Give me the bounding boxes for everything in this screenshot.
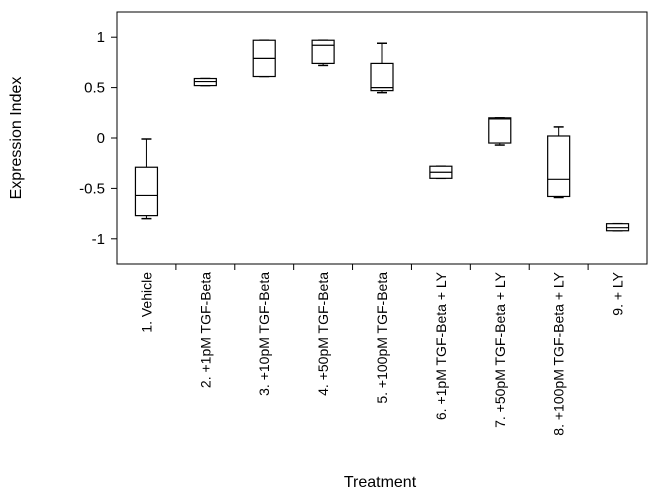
iqr-box — [370, 62, 394, 92]
box-7 — [488, 117, 512, 146]
x-category-label: 4. +50pM TGF-Beta — [315, 272, 331, 396]
x-category-label: 3. +10pM TGF-Beta — [256, 272, 272, 396]
box-2 — [193, 77, 217, 87]
y-axis: 1 0.5 0 -0.5 -1 — [79, 29, 117, 248]
iqr-box — [311, 39, 335, 65]
x-axis-title: Treatment — [344, 474, 417, 491]
x-category-label: 7. +50pM TGF-Beta + LY — [492, 271, 508, 428]
x-category-label: 5. +100pM TGF-Beta — [374, 272, 390, 404]
y-axis-title: Expression Index — [8, 77, 25, 200]
iqr-box — [547, 135, 571, 198]
iqr-box — [134, 166, 159, 217]
y-tick-label: 0 — [97, 130, 105, 147]
boxes-layer — [134, 39, 630, 232]
x-category-label: 2. +1pM TGF-Beta — [197, 272, 213, 388]
x-category-label: 6. +1pM TGF-Beta + LY — [433, 271, 449, 420]
box-5 — [370, 42, 394, 94]
iqr-box — [488, 117, 512, 144]
y-tick-label: 0.5 — [84, 80, 105, 97]
x-category-label: 9. + LY — [610, 271, 626, 315]
y-tick-label: 1 — [97, 29, 105, 46]
x-category-label: 1. Vehicle — [138, 272, 154, 333]
y-tick-label: -1 — [92, 231, 105, 248]
box-9 — [605, 222, 630, 232]
x-axis: 1. Vehicle 2. +1pM TGF-Beta 3. +10pM TGF-B… — [138, 264, 626, 436]
x-category-label: 8. +100pM TGF-Beta + LY — [551, 271, 567, 435]
box-3 — [252, 39, 276, 78]
y-tick-label: -0.5 — [79, 180, 105, 197]
box-6 — [429, 165, 453, 180]
box-8 — [547, 126, 571, 199]
box-4 — [311, 39, 335, 67]
box-1 — [134, 138, 159, 220]
